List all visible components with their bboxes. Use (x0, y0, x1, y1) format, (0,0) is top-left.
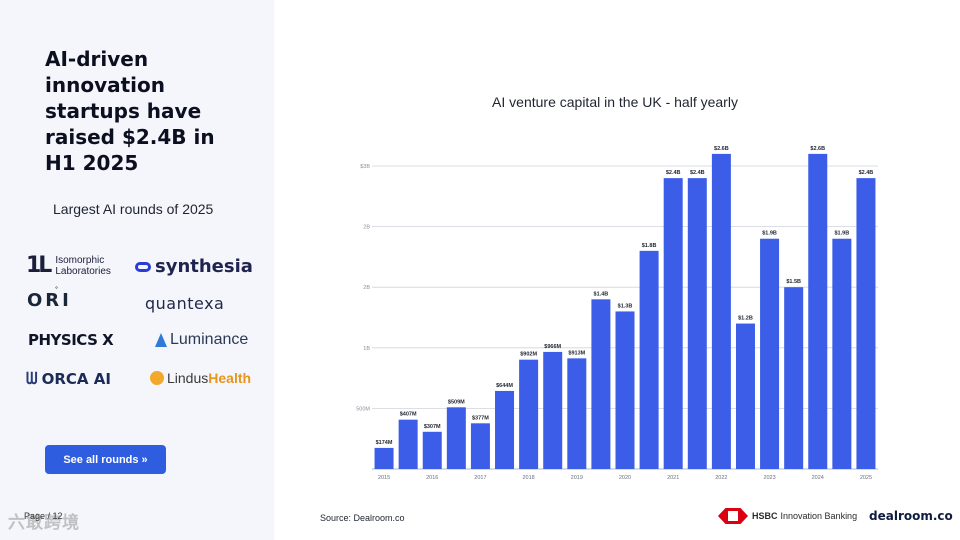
bar-2021-h1 (663, 178, 683, 469)
lindus-sun-icon (150, 371, 164, 385)
luminance-logo-text: Luminance (170, 331, 249, 348)
bar-2018-h1 (519, 359, 539, 469)
ori-logo-text: ORI (27, 290, 72, 311)
bar-2022-h1 (711, 153, 731, 469)
page-headline: AI-driven innovation startups have raise… (45, 47, 215, 175)
bar-2020-h1 (615, 311, 635, 469)
data-label: $509M (448, 399, 465, 405)
luminance-logo: Luminance (155, 331, 248, 349)
data-label: $913M (568, 350, 585, 356)
x-tick-label: 2025 (860, 475, 872, 481)
bar-2016-h2 (446, 407, 466, 469)
data-label: $1.9B (835, 231, 850, 237)
chart-axis-labels: 500M 1B 2B 2B $3B 2015 2016 2017 2018 2019 2020 202… (356, 164, 872, 481)
bar-2018-h2 (543, 351, 563, 469)
chart-data-labels: $174M $407M $307M $509M $377M $644M $902M $966M… (376, 146, 874, 446)
bar-2025-h1 (856, 178, 876, 469)
y-tick-label: $3B (360, 164, 370, 170)
quantexa-logo: quantexa (145, 294, 224, 313)
largest-rounds-heading: Largest AI rounds of 2025 (53, 201, 214, 217)
bar-2017-h1 (470, 423, 490, 469)
y-tick-label: 2B (363, 285, 370, 291)
x-tick-label: 2016 (426, 475, 438, 481)
data-label: $2.4B (859, 170, 874, 176)
hsbc-suffix-text: Innovation Banking (780, 511, 858, 521)
y-tick-label: 2B (363, 225, 370, 231)
data-label: $1.3B (618, 303, 633, 309)
physicsx-logo: PHYSICS X (28, 331, 114, 349)
luminance-sail-icon (155, 333, 167, 347)
x-tick-label: 2018 (522, 475, 534, 481)
x-tick-label: 2019 (571, 475, 583, 481)
isomorphic-logo-text: Isomorphic Laboratories (55, 254, 111, 277)
x-tick-label: 2015 (378, 475, 390, 481)
data-label: $966M (544, 344, 561, 350)
data-label: $174M (376, 440, 393, 446)
bar-2017-h2 (495, 390, 515, 469)
vc-bar-chart: $174M $407M $307M $509M $377M $644M $902M $966M… (356, 146, 878, 481)
orca-ai-logo: ᗯ ORCA AI (26, 369, 111, 389)
watermark: 六敢跨境 (8, 513, 80, 532)
chart-bars (374, 153, 876, 469)
y-tick-label: 1B (363, 346, 370, 352)
dealroom-logo: dealroom.co (869, 509, 953, 523)
x-tick-label: 2022 (715, 475, 727, 481)
data-label: $2.4B (690, 170, 705, 176)
data-label: $2.6B (810, 146, 825, 152)
hsbc-brand-text: HSBC (752, 511, 778, 521)
x-tick-label: 2020 (619, 475, 631, 481)
synthesia-mark-icon (135, 261, 151, 272)
bar-2020-h2 (639, 250, 659, 469)
see-all-rounds-button[interactable]: See all rounds » (45, 445, 166, 474)
bar-2024-h2 (832, 238, 852, 469)
page-number: Page / 12 (24, 511, 63, 521)
chart-title: AI venture capital in the UK - half year… (492, 94, 738, 110)
data-label: $1.9B (762, 231, 777, 237)
ori-dot-icon: ° (55, 286, 61, 293)
data-label: $902M (520, 352, 537, 358)
x-tick-label: 2021 (667, 475, 679, 481)
bar-2019-h2 (591, 299, 611, 469)
x-tick-label: 2023 (763, 475, 775, 481)
lindus-logo-text: Lindus (167, 370, 209, 386)
bar-2024-h1 (808, 153, 828, 469)
data-label: $307M (424, 424, 441, 430)
data-label: $407M (400, 412, 417, 418)
y-tick-label: 500M (356, 406, 370, 412)
data-label: $1.5B (786, 279, 801, 285)
bar-2021-h2 (687, 178, 707, 469)
synthesia-logo-text: synthesia (155, 256, 253, 277)
isomorphic-laboratories-logo: 1L Isomorphic Laboratories (26, 253, 145, 278)
data-label: $1.2B (738, 316, 753, 322)
bar-2022-h2 (735, 323, 755, 469)
lindus-health-logo: Lindus Health (150, 370, 251, 386)
quantexa-logo-text: quantexa (145, 294, 225, 313)
bar-2015-h2 (398, 419, 418, 469)
data-label: $1.4B (594, 291, 609, 297)
hsbc-innovation-banking-logo: HSBC Innovation Banking (718, 508, 857, 524)
bar-2015-h1 (374, 447, 394, 469)
source-note: Source: Dealroom.co (320, 513, 405, 523)
data-label: $2.4B (666, 170, 681, 176)
data-label: $377M (472, 415, 489, 421)
orca-logo-text: ORCA AI (41, 370, 111, 388)
orca-whale-tail-icon: ᗯ (26, 369, 38, 388)
bar-2016-h1 (422, 431, 442, 469)
physicsx-logo-text: PHYSICS X (28, 331, 114, 349)
x-tick-label: 2024 (812, 475, 824, 481)
data-label: $1.8B (642, 243, 657, 249)
isomorphic-mark-icon: 1L (26, 253, 52, 278)
ori-logo: ° ORI (27, 286, 72, 311)
bar-2019-h1 (567, 358, 587, 469)
x-tick-label: 2017 (474, 475, 486, 481)
bar-2023-h2 (784, 287, 804, 469)
synthesia-logo: synthesia (135, 256, 253, 277)
data-label: $2.6B (714, 146, 729, 152)
hsbc-hexagon-icon (718, 508, 748, 524)
data-label: $644M (496, 383, 513, 389)
bar-2023-h1 (760, 238, 780, 469)
lindus-logo-health-text: Health (208, 370, 252, 386)
